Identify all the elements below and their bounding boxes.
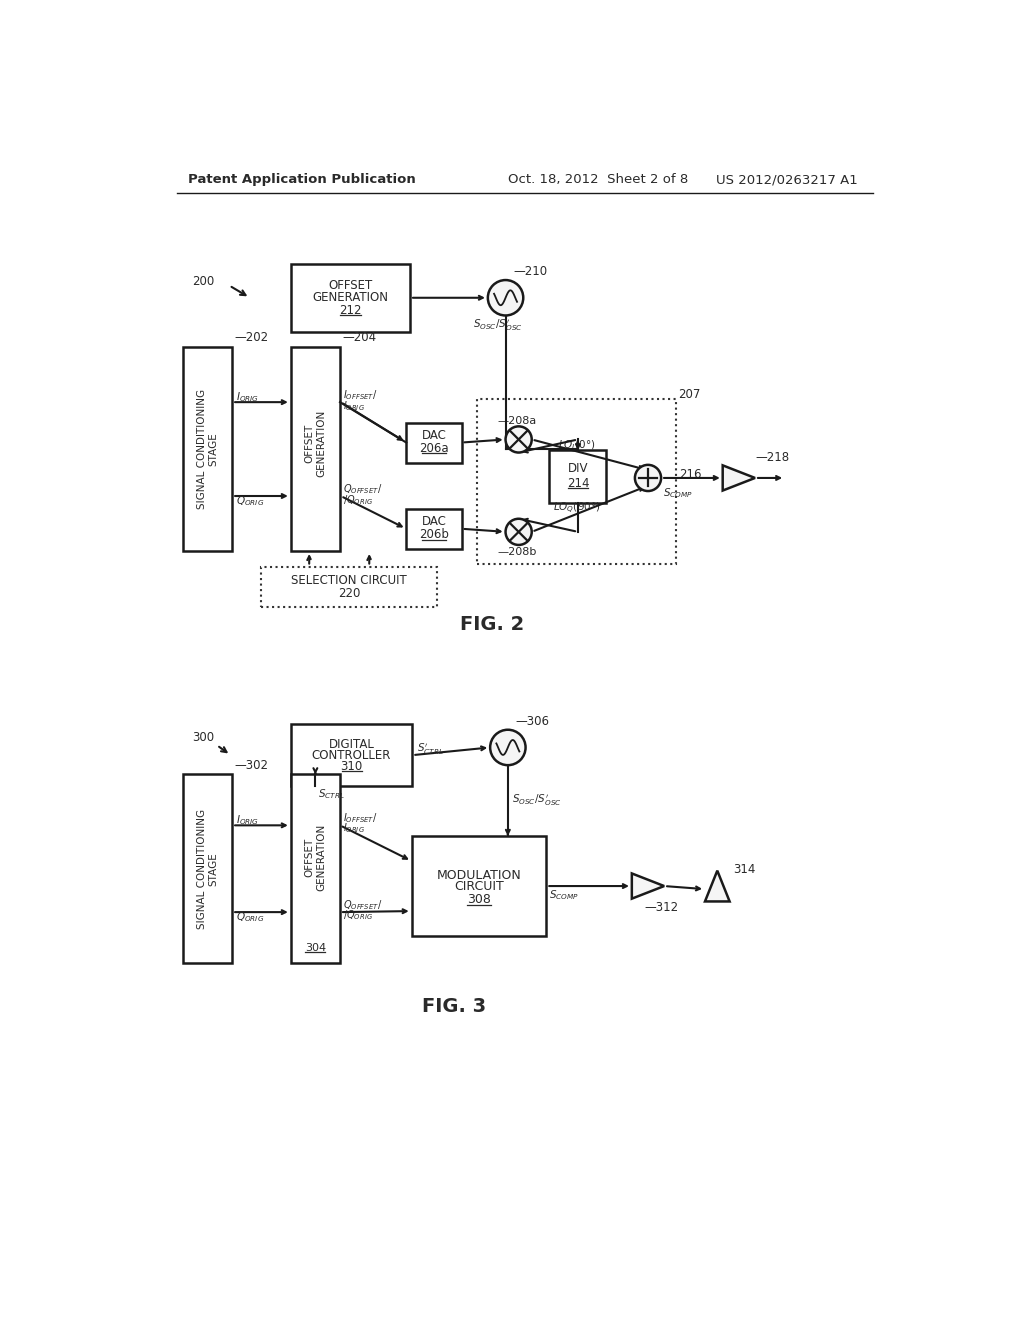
Circle shape <box>506 519 531 545</box>
Text: $S_{CTRL}'$: $S_{CTRL}'$ <box>417 742 443 756</box>
Text: SIGNAL CONDITIONING
STAGE: SIGNAL CONDITIONING STAGE <box>197 809 218 929</box>
Text: FIG. 2: FIG. 2 <box>461 615 524 634</box>
Text: OFFSET: OFFSET <box>329 279 373 292</box>
Text: 200: 200 <box>193 275 214 288</box>
Text: $I_{ORIG}$: $I_{ORIG}$ <box>343 399 365 413</box>
Text: 300: 300 <box>193 731 214 744</box>
Text: $S_{OSC}/S_{OSC}'$: $S_{OSC}/S_{OSC}'$ <box>512 793 561 808</box>
Text: CIRCUIT: CIRCUIT <box>454 880 504 894</box>
Text: $S_{CTRL}$: $S_{CTRL}$ <box>318 787 345 800</box>
Text: —312: —312 <box>644 902 678 915</box>
Bar <box>407 508 462 549</box>
Text: 304: 304 <box>305 942 326 953</box>
Text: GENERATION: GENERATION <box>312 290 388 304</box>
Text: CONTROLLER: CONTROLLER <box>312 748 391 762</box>
Text: $I_{ORIG}$: $I_{ORIG}$ <box>343 821 365 836</box>
Text: $/Q_{ORIG}$: $/Q_{ORIG}$ <box>343 908 373 923</box>
Text: $I_{OFFSET}/$: $I_{OFFSET}/$ <box>343 812 378 825</box>
Text: 310: 310 <box>340 760 362 774</box>
Text: 214: 214 <box>566 477 589 490</box>
Circle shape <box>487 280 523 315</box>
Bar <box>183 347 232 552</box>
Circle shape <box>490 730 525 766</box>
Text: $Q_{ORIG}$: $Q_{ORIG}$ <box>237 495 264 508</box>
Bar <box>412 836 547 936</box>
Text: —210: —210 <box>513 265 548 279</box>
Text: 206a: 206a <box>419 442 449 455</box>
Text: Patent Application Publication: Patent Application Publication <box>188 173 416 186</box>
Bar <box>291 725 413 785</box>
Circle shape <box>635 465 662 491</box>
Text: $LO_I(0°)$: $LO_I(0°)$ <box>558 438 595 451</box>
Text: 216: 216 <box>680 469 702 482</box>
Text: —306: —306 <box>515 714 550 727</box>
Text: $Q_{OFFSET}/$: $Q_{OFFSET}/$ <box>343 899 382 912</box>
Text: DIGITAL: DIGITAL <box>329 738 375 751</box>
Text: MODULATION: MODULATION <box>436 869 521 882</box>
Bar <box>183 775 232 964</box>
Text: —208a: —208a <box>497 416 537 426</box>
Text: DIV: DIV <box>567 462 588 475</box>
Text: SIGNAL CONDITIONING
STAGE: SIGNAL CONDITIONING STAGE <box>197 389 218 510</box>
Text: —218: —218 <box>756 451 790 465</box>
Text: $S_{OSC}/S_{OSC}'$: $S_{OSC}/S_{OSC}'$ <box>473 318 522 333</box>
Polygon shape <box>705 871 730 902</box>
Text: $/Q_{ORIG}$: $/Q_{ORIG}$ <box>343 492 373 507</box>
Text: 207: 207 <box>678 388 700 400</box>
Text: $LO_Q(90°)$: $LO_Q(90°)$ <box>553 500 600 516</box>
Bar <box>477 399 676 564</box>
Text: 314: 314 <box>733 862 755 875</box>
Text: —202: —202 <box>234 331 268 345</box>
Text: DAC: DAC <box>422 429 446 442</box>
Text: 206b: 206b <box>419 528 449 541</box>
Text: Oct. 18, 2012  Sheet 2 of 8: Oct. 18, 2012 Sheet 2 of 8 <box>508 173 688 186</box>
Text: 220: 220 <box>338 587 360 601</box>
Text: $Q_{OFFSET}/$: $Q_{OFFSET}/$ <box>343 482 382 496</box>
Text: $Q_{ORIG}$: $Q_{ORIG}$ <box>237 911 264 924</box>
Text: FIG. 3: FIG. 3 <box>422 998 486 1016</box>
Bar <box>291 775 340 964</box>
Text: $I_{OFFSET}/$: $I_{OFFSET}/$ <box>343 388 378 403</box>
Text: $I_{ORIG}$: $I_{ORIG}$ <box>237 389 259 404</box>
Text: $I_{ORIG}$: $I_{ORIG}$ <box>237 813 259 826</box>
Polygon shape <box>632 874 665 899</box>
Text: OFFSET
GENERATION: OFFSET GENERATION <box>304 409 327 477</box>
Text: —204: —204 <box>342 331 377 345</box>
Bar <box>407 422 462 462</box>
Text: 212: 212 <box>339 304 361 317</box>
Text: —302: —302 <box>234 759 268 772</box>
Text: $S_{COMP}$: $S_{COMP}$ <box>664 487 693 500</box>
Text: DAC: DAC <box>422 515 446 528</box>
Text: 308: 308 <box>467 894 490 907</box>
Bar <box>550 450 606 503</box>
Text: SELECTION CIRCUIT: SELECTION CIRCUIT <box>292 574 408 587</box>
Bar <box>291 264 410 331</box>
Text: OFFSET
GENERATION: OFFSET GENERATION <box>304 824 327 891</box>
Text: $S_{COMP}$: $S_{COMP}$ <box>550 888 580 902</box>
Bar <box>261 566 437 607</box>
Text: —208b: —208b <box>497 546 537 557</box>
Circle shape <box>506 426 531 453</box>
Bar <box>291 347 340 552</box>
Text: US 2012/0263217 A1: US 2012/0263217 A1 <box>716 173 857 186</box>
Polygon shape <box>723 466 755 491</box>
